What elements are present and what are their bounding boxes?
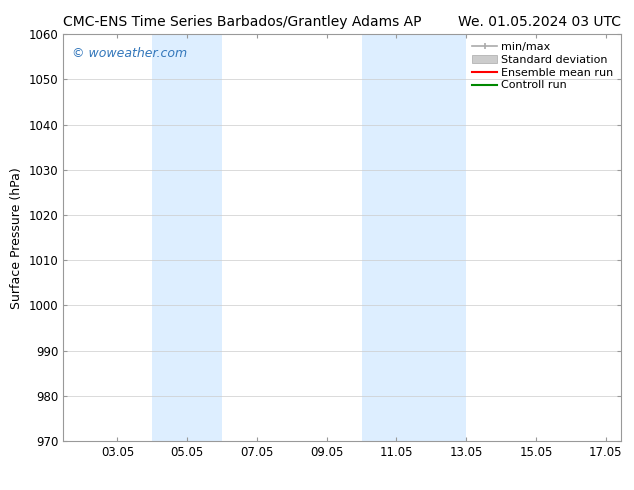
Bar	[152, 34, 222, 441]
Y-axis label: Surface Pressure (hPa): Surface Pressure (hPa)	[10, 167, 23, 309]
Text: CMC-ENS Time Series Barbados/Grantley Adams AP: CMC-ENS Time Series Barbados/Grantley Ad…	[63, 15, 422, 29]
Text: © woweather.com: © woweather.com	[72, 47, 187, 59]
Bar	[361, 34, 466, 441]
Legend: min/max, Standard deviation, Ensemble mean run, Controll run: min/max, Standard deviation, Ensemble me…	[469, 39, 617, 94]
Text: We. 01.05.2024 03 UTC: We. 01.05.2024 03 UTC	[458, 15, 621, 29]
